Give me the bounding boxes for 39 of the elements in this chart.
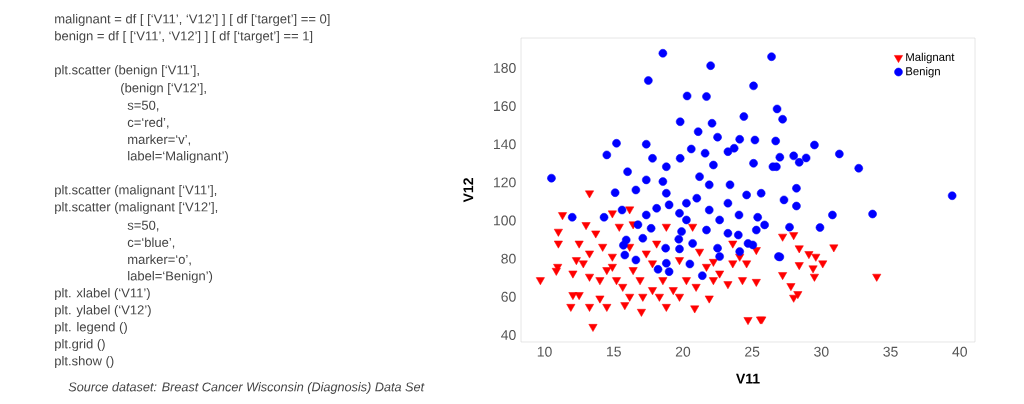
text: label=‘Benign’) bbox=[128, 270, 213, 284]
text: label=‘Malignant’) bbox=[128, 150, 228, 164]
text: benign = df [ [‘V11’, ‘V12’] ] [ df [‘target’] == 1] bbox=[55, 30, 313, 44]
text: (benign [‘V12’], bbox=[121, 82, 206, 96]
x-axis-title: V11 bbox=[736, 373, 760, 384]
y-tick-label: 140 bbox=[494, 139, 516, 150]
y-tick-label: 40 bbox=[501, 330, 516, 340]
text: s=50, bbox=[127, 100, 159, 112]
text: plt.show () bbox=[55, 355, 114, 369]
text: c=‘blue’, bbox=[127, 237, 175, 249]
text: plt. xlabel (‘V11’) bbox=[55, 287, 150, 301]
y-tick-label: 160 bbox=[494, 101, 516, 112]
text: plt.scatter (malignant [‘V11’], bbox=[55, 184, 217, 198]
text: marker=‘v’, bbox=[128, 134, 191, 146]
text: plt.grid () bbox=[55, 338, 105, 352]
text: plt.scatter (benign [‘V11’], bbox=[55, 64, 199, 78]
text: plt. legend () bbox=[55, 321, 127, 335]
text: plt.scatter (malignant [‘V12’], bbox=[55, 201, 218, 215]
y-axis-title: V12 bbox=[463, 178, 474, 203]
x-tick-label: 25 bbox=[745, 346, 760, 357]
legend-label: Benign bbox=[906, 66, 940, 78]
text: c=‘red’, bbox=[127, 117, 169, 129]
text: plt. ylabel (‘V12’) bbox=[55, 304, 151, 318]
x-tick-label: 35 bbox=[883, 346, 898, 357]
source-note: Source dataset: Breast Cancer Wisconsin (Diagnosis) Data Set bbox=[68, 382, 425, 394]
legend-label: Malignant bbox=[906, 52, 955, 64]
y-tick-label: 180 bbox=[494, 63, 516, 73]
x-tick-label: 40 bbox=[952, 346, 968, 357]
y-tick-label: 120 bbox=[494, 177, 516, 188]
x-tick-label: 30 bbox=[814, 346, 829, 357]
y-tick-label: 60 bbox=[501, 291, 516, 302]
x-tick-label: 20 bbox=[675, 346, 691, 357]
x-tick-label: 15 bbox=[607, 346, 621, 357]
y-tick-label: 100 bbox=[494, 215, 516, 226]
text: malignant = df [ [‘V11’, ‘V12’] ] [ df [‘target’] == 0] bbox=[55, 13, 330, 27]
y-tick-label: 80 bbox=[501, 253, 516, 264]
text: s=50, bbox=[127, 220, 159, 232]
x-tick-label: 10 bbox=[537, 346, 552, 357]
text: marker=‘o’, bbox=[128, 254, 191, 266]
